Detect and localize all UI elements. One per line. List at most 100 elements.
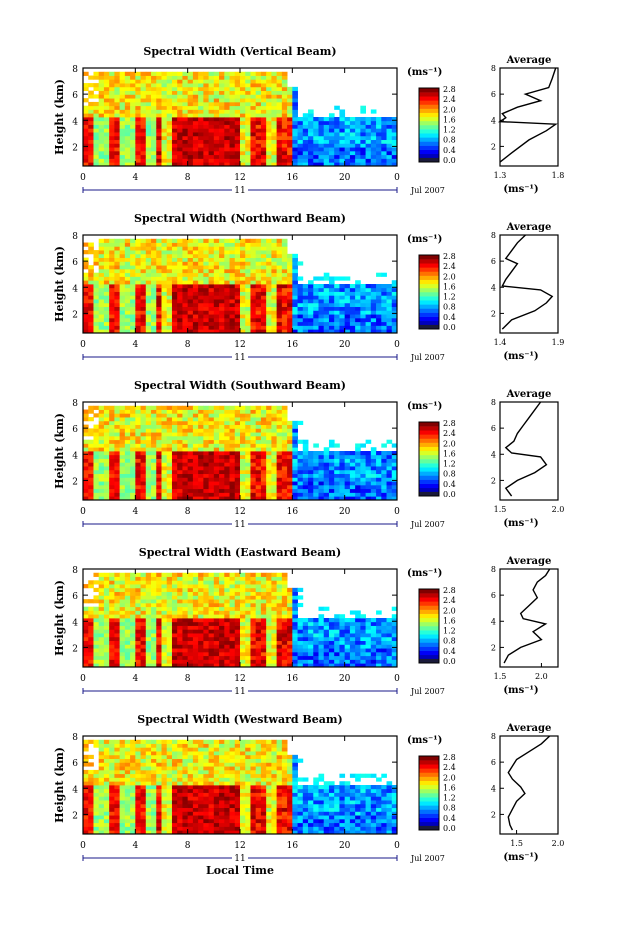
heatmap-cell xyxy=(145,83,152,88)
heatmap-cell xyxy=(213,618,220,623)
heatmap-cell xyxy=(187,663,194,668)
heatmap-cell xyxy=(156,120,162,125)
heatmap-cell xyxy=(198,132,204,137)
heatmap-cell xyxy=(103,572,110,577)
heatmap-cell xyxy=(213,79,220,84)
heatmap-cell xyxy=(276,117,283,122)
heatmap-cell xyxy=(229,150,236,156)
heatmap-cell xyxy=(255,306,262,311)
heatmap-cell xyxy=(124,595,131,600)
heatmap-cell xyxy=(109,317,115,323)
heatmap-cell xyxy=(234,150,241,156)
heatmap-cell xyxy=(198,420,204,426)
heatmap-cell xyxy=(245,648,251,653)
heatmap-cell xyxy=(386,492,393,497)
heatmap-cell xyxy=(276,268,283,274)
heatmap-cell xyxy=(109,447,115,452)
heatmap-cell xyxy=(292,488,298,493)
heatmap-cell xyxy=(292,101,298,107)
heatmap-cell xyxy=(260,633,267,638)
heatmap-cell xyxy=(151,135,157,141)
heatmap-cell xyxy=(391,117,398,122)
heatmap-cell xyxy=(255,599,262,604)
heatmap-cell xyxy=(271,572,278,577)
heatmap-cell xyxy=(281,454,288,459)
heatmap-cell xyxy=(219,265,225,270)
heatmap-cell xyxy=(208,265,215,270)
heatmap-cell xyxy=(229,147,236,152)
heatmap-cell xyxy=(166,651,173,657)
day-label: 11 xyxy=(234,520,245,530)
heatmap-cell xyxy=(187,280,194,285)
heatmap-cell xyxy=(250,587,257,593)
heatmap-cell xyxy=(98,413,105,418)
heatmap-cell xyxy=(103,584,110,589)
heatmap-cell xyxy=(250,602,257,608)
heatmap-cell xyxy=(187,651,194,657)
heatmap-cell xyxy=(177,132,183,137)
heatmap-cell xyxy=(203,614,209,619)
heatmap-cell xyxy=(266,261,272,266)
heatmap-cell xyxy=(135,469,141,475)
heatmap-cell xyxy=(119,79,126,84)
heatmap-cell xyxy=(224,280,230,285)
heatmap-cell xyxy=(334,124,340,129)
heatmap-cell xyxy=(229,447,236,452)
heatmap-cell xyxy=(328,454,335,459)
heatmap-cell xyxy=(161,466,168,471)
heatmap-cell xyxy=(360,314,366,319)
heatmap-cell xyxy=(245,621,251,626)
heatmap-cell xyxy=(119,101,126,107)
heatmap-cell xyxy=(103,147,110,152)
heatmap-cell xyxy=(224,98,230,103)
heatmap-cell xyxy=(245,246,251,251)
heatmap-cell xyxy=(124,587,131,593)
heatmap-cell xyxy=(349,150,356,156)
heatmap-cell xyxy=(114,113,121,118)
heatmap-cell xyxy=(370,135,377,141)
heatmap-cell xyxy=(255,75,262,80)
heatmap-cell xyxy=(281,295,288,300)
heatmap-cell xyxy=(171,576,178,581)
heatmap-cell xyxy=(302,302,309,308)
heatmap-cell xyxy=(114,447,121,452)
heatmap-cell xyxy=(339,113,346,118)
heatmap-cell xyxy=(109,451,115,456)
heatmap-cell xyxy=(360,135,366,141)
heatmap-cell xyxy=(203,484,209,490)
heatmap-cell xyxy=(171,83,178,88)
heatmap-cell xyxy=(276,124,283,129)
heatmap-cell xyxy=(302,299,309,304)
heatmap-cell xyxy=(208,299,215,304)
heatmap-cell xyxy=(124,576,131,581)
heatmap-cell xyxy=(177,488,183,493)
heatmap-cell xyxy=(124,306,131,311)
heatmap-cell xyxy=(323,447,330,452)
heatmap-cell xyxy=(240,246,246,251)
heatmap-cell xyxy=(292,469,298,475)
heatmap-cell xyxy=(323,496,330,501)
heatmap-cell xyxy=(166,158,173,163)
heatmap-cell xyxy=(140,162,147,167)
heatmap-cell xyxy=(93,443,100,448)
heatmap-cell xyxy=(318,488,325,493)
heatmap-cell xyxy=(161,659,168,664)
heatmap-cell xyxy=(203,98,209,103)
heatmap-cell xyxy=(171,618,178,623)
heatmap-cell xyxy=(124,154,131,159)
heatmap-cell xyxy=(151,268,157,274)
heatmap-cell xyxy=(119,86,126,92)
heatmap-cell xyxy=(245,458,251,463)
heatmap-cell xyxy=(365,135,372,141)
heatmap-cell xyxy=(192,644,199,649)
heatmap-cell xyxy=(250,443,257,448)
heatmap-cell xyxy=(135,268,141,274)
heatmap-cell xyxy=(130,606,136,611)
heatmap-cell xyxy=(381,451,387,456)
heatmap-cell xyxy=(360,451,366,456)
heatmap-cell xyxy=(145,428,152,433)
heatmap-cell xyxy=(83,648,89,653)
heatmap-cell xyxy=(145,299,152,304)
heatmap-cell xyxy=(109,79,115,84)
heatmap-cell xyxy=(260,117,267,122)
